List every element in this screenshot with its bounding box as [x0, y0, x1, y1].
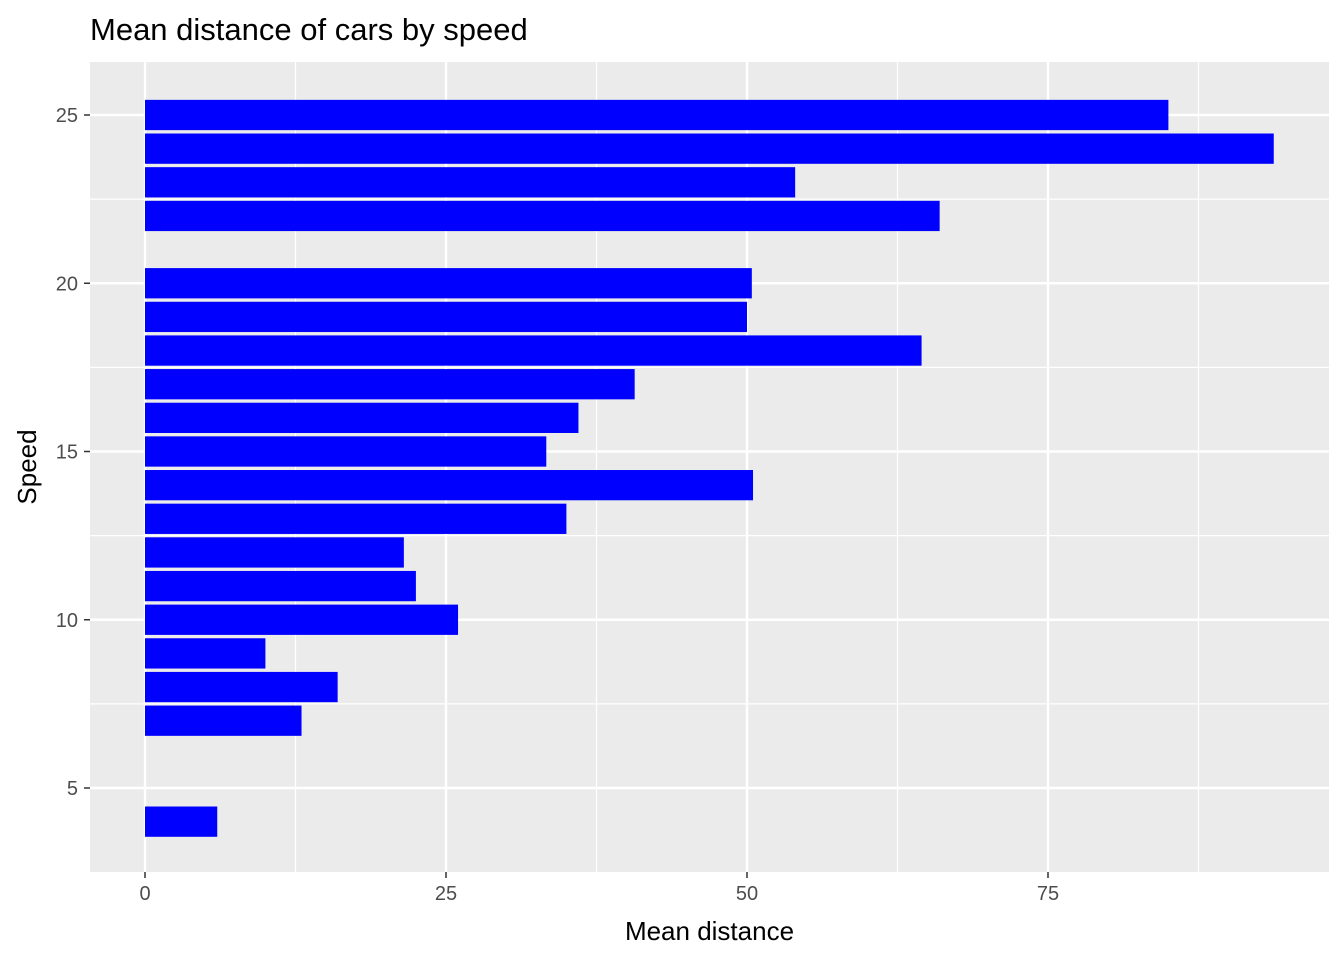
- bar-speed-11: [145, 570, 416, 602]
- bar-speed-12: [145, 537, 404, 568]
- bar-speed-10: [145, 604, 459, 635]
- y-tick-label: 20: [56, 273, 78, 295]
- bar-speed-13: [145, 503, 567, 534]
- bar-speed-25: [145, 99, 1169, 131]
- y-tick-label: 5: [67, 778, 78, 800]
- bar-speed-14: [145, 470, 754, 501]
- bar-speed-8: [145, 671, 338, 703]
- bar-speed-9: [145, 638, 266, 669]
- x-axis: 0 25 50 75: [139, 872, 1059, 905]
- bar-speed-15: [145, 436, 547, 467]
- bars-group: [145, 99, 1274, 837]
- chart-title: Mean distance of cars by speed: [90, 12, 528, 47]
- bar-speed-4: [145, 806, 218, 837]
- bar-speed-18: [145, 335, 922, 366]
- y-tick-label: 10: [56, 610, 78, 632]
- x-tick-label: 0: [139, 883, 150, 905]
- bar-speed-23: [145, 167, 796, 198]
- x-tick-label: 50: [736, 883, 758, 905]
- bar-speed-7: [145, 705, 302, 736]
- bar-speed-17: [145, 369, 635, 400]
- bar-speed-19: [145, 301, 747, 333]
- bar-speed-16: [145, 402, 579, 433]
- y-tick-label: 25: [56, 105, 78, 127]
- x-tick-label: 25: [435, 883, 457, 905]
- y-axis-title: Speed: [12, 429, 42, 504]
- bar-speed-22: [145, 200, 940, 232]
- bar-speed-20: [145, 268, 752, 299]
- y-axis: 5 10 15 20 25: [56, 105, 90, 800]
- bar-speed-24: [145, 133, 1274, 164]
- x-tick-label: 75: [1037, 883, 1059, 905]
- x-axis-title: Mean distance: [625, 916, 794, 946]
- y-tick-label: 15: [56, 442, 78, 464]
